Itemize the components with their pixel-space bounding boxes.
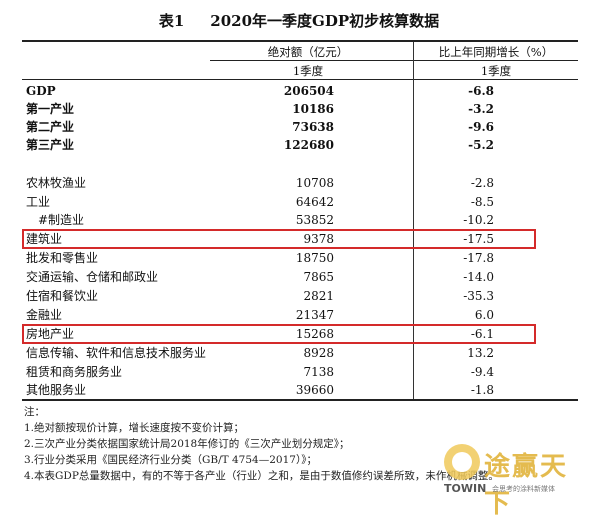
row-absolute-value: 73638 xyxy=(292,120,334,134)
row-industry-name: 批发和零售业 xyxy=(26,251,99,265)
watermark-tagline: 会思考的涂料新媒体 xyxy=(492,485,555,493)
highlight-box-construction xyxy=(22,229,536,249)
row-absolute-value: 64642 xyxy=(295,195,334,209)
row-industry-name: 其他服务业 xyxy=(26,383,87,397)
row-absolute-value: 206504 xyxy=(283,84,334,98)
footnote-heading: 注： xyxy=(24,406,45,418)
row-industry-name: 第一产业 xyxy=(26,102,75,116)
header-absolute-value: 绝对额（亿元） xyxy=(267,45,349,59)
table-number: 表1 xyxy=(158,12,185,30)
row-absolute-value: 8928 xyxy=(303,346,334,360)
row-industry-name: 第三产业 xyxy=(26,138,75,152)
row-growth-rate: -35.3 xyxy=(463,289,494,303)
table-row: GDP 206504 -6.8 xyxy=(22,82,578,100)
row-growth-rate: -2.8 xyxy=(470,176,494,190)
row-growth-rate: -5.2 xyxy=(468,138,494,152)
row-industry-name: GDP xyxy=(26,84,56,98)
highlight-box-real-estate xyxy=(22,324,536,344)
footnote-1: 1.绝对额按现价计算，增长速度按不变价计算； xyxy=(24,422,245,434)
row-absolute-value: 10186 xyxy=(292,102,334,116)
row-industry-name: 房地产业 xyxy=(26,327,75,341)
row-absolute-value: 122680 xyxy=(283,138,334,152)
row-absolute-value: 9378 xyxy=(303,232,334,246)
row-industry-name: 第二产业 xyxy=(26,120,75,134)
row-absolute-value: 10708 xyxy=(295,176,334,190)
row-growth-rate: -14.0 xyxy=(463,270,494,284)
column-divider xyxy=(413,42,414,399)
table-row: 其他服务业 39660 -1.8 xyxy=(22,381,578,399)
row-growth-rate: -10.2 xyxy=(463,213,494,227)
header-mid-rule xyxy=(210,60,578,61)
row-growth-rate: -1.8 xyxy=(470,383,494,397)
table-row: 交通运输、仓储和邮政业 7865 -14.0 xyxy=(22,268,578,286)
row-industry-name: 交通运输、仓储和邮政业 xyxy=(26,270,159,284)
table-row: 第三产业 122680 -5.2 xyxy=(22,136,578,154)
row-industry-name: 建筑业 xyxy=(26,232,63,246)
row-growth-rate: -6.1 xyxy=(470,327,494,341)
footnote-4: 4.本表GDP总量数据中，有的不等于各产业（行业）之和，是由于数值修约误差所致，… xyxy=(24,470,499,482)
row-growth-rate: -17.5 xyxy=(463,232,494,246)
row-absolute-value: 21347 xyxy=(295,308,334,322)
table-row: 第二产业 73638 -9.6 xyxy=(22,118,578,136)
row-absolute-value: 39660 xyxy=(295,383,334,397)
row-industry-name: 租赁和商务服务业 xyxy=(26,365,123,379)
table-title-text: 2020年一季度GDP初步核算数据 xyxy=(210,12,440,30)
row-growth-rate: -9.6 xyxy=(468,120,494,134)
watermark-circle-inner xyxy=(452,452,472,472)
header-quarter-1: 1季度 xyxy=(292,64,324,78)
table-row: 信息传输、软件和信息技术服务业 8928 13.2 xyxy=(22,344,578,362)
watermark-logo: 途赢天下 TOWIN 会思考的涂料新媒体 xyxy=(440,442,590,519)
table-row: 农林牧渔业 10708 -2.8 xyxy=(22,174,578,192)
row-growth-rate: 13.2 xyxy=(467,346,494,360)
table-row: 第一产业 10186 -3.2 xyxy=(22,100,578,118)
row-industry-name: 信息传输、软件和信息技术服务业 xyxy=(26,346,207,360)
footnote-2: 2.三次产业分类依据国家统计局2018年修订的《三次产业划分规定》； xyxy=(24,438,350,450)
row-growth-rate: -17.8 xyxy=(463,251,494,265)
watermark-brand: 途赢天下 xyxy=(484,452,569,519)
row-growth-rate: -9.4 xyxy=(470,365,494,379)
header-bottom-rule xyxy=(22,79,578,80)
table-row: 工业 64642 -8.5 xyxy=(22,193,578,211)
table-row: 批发和零售业 18750 -17.8 xyxy=(22,249,578,267)
row-industry-name: 农林牧渔业 xyxy=(26,176,87,190)
watermark-brand-en: TOWIN xyxy=(444,482,487,495)
footnotes: 注： 1.绝对额按现价计算，增长速度按不变价计算； 2.三次产业分类依据国家统计… xyxy=(24,404,499,484)
row-industry-name: #制造业 xyxy=(38,213,85,227)
table-row: 金融业 21347 6.0 xyxy=(22,306,578,324)
header-growth: 比上年同期增长（%） xyxy=(438,45,554,59)
row-absolute-value: 7865 xyxy=(303,270,334,284)
row-absolute-value: 15268 xyxy=(295,327,334,341)
row-growth-rate: -6.8 xyxy=(468,84,494,98)
table-row: 住宿和餐饮业 2821 -35.3 xyxy=(22,287,578,305)
footnote-3: 3.行业分类采用《国民经济行业分类（GB/T 4754—2017）》； xyxy=(24,454,317,466)
row-industry-name: 工业 xyxy=(26,195,51,209)
row-growth-rate: -8.5 xyxy=(470,195,494,209)
table-row: 建筑业 9378 -17.5 xyxy=(22,230,578,248)
row-absolute-value: 53852 xyxy=(295,213,334,227)
table-row: 租赁和商务服务业 7138 -9.4 xyxy=(22,363,578,381)
row-absolute-value: 18750 xyxy=(295,251,334,265)
row-growth-rate: -3.2 xyxy=(468,102,494,116)
table-row: #制造业 53852 -10.2 xyxy=(22,211,578,229)
row-industry-name: 金融业 xyxy=(26,308,63,322)
table-top-rule xyxy=(22,40,578,42)
row-absolute-value: 2821 xyxy=(303,289,334,303)
row-industry-name: 住宿和餐饮业 xyxy=(26,289,99,303)
table-bottom-rule xyxy=(22,399,578,401)
table-row: 房地产业 15268 -6.1 xyxy=(22,325,578,343)
row-growth-rate: 6.0 xyxy=(474,308,494,322)
row-absolute-value: 7138 xyxy=(303,365,334,379)
table-title: 表1 2020年一季度GDP初步核算数据 xyxy=(0,10,598,31)
header-quarter-2: 1季度 xyxy=(480,64,512,78)
